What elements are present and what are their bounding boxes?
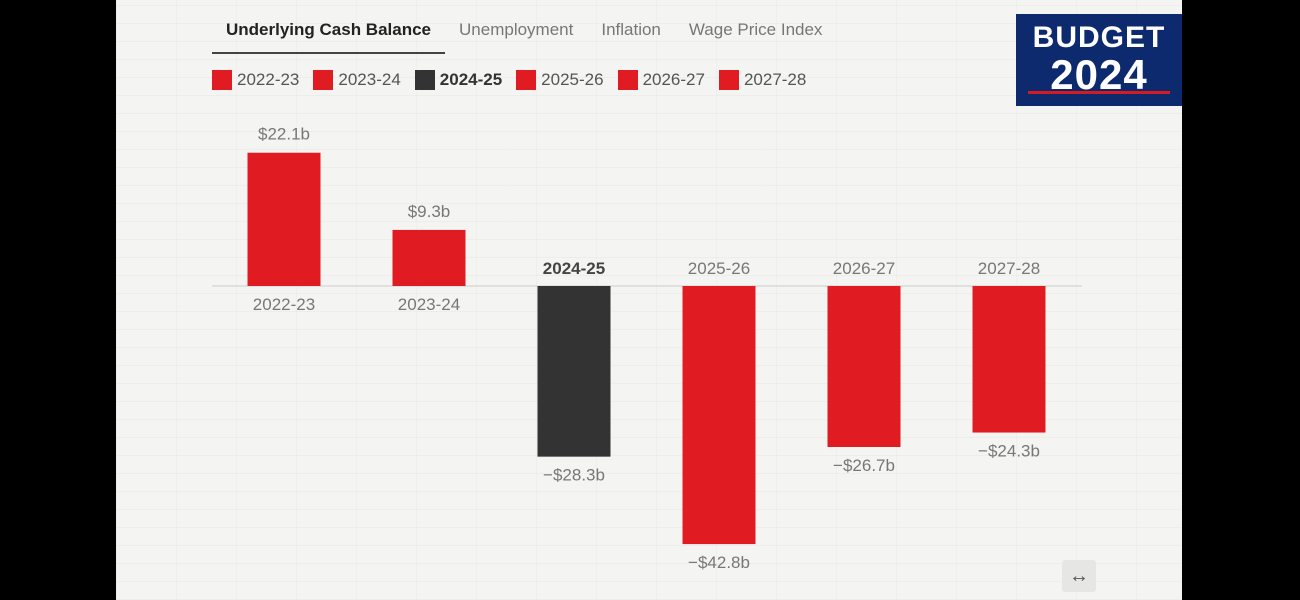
value-label: −$24.3b: [978, 442, 1040, 461]
logo-line-2: 2024: [1050, 51, 1148, 98]
bar-2023-24: [392, 229, 466, 286]
tab-inflation[interactable]: Inflation: [601, 20, 661, 39]
category-label: 2025-26: [688, 259, 750, 278]
legend-label: 2023-24: [338, 70, 401, 89]
chart-legend: 2022-23 2023-24 2024-25 2025-26 2026-27 2027-…: [212, 70, 806, 90]
legend-label: 2027-28: [743, 70, 807, 89]
legend-label: 2022-23: [237, 70, 300, 89]
value-label: −$26.7b: [833, 456, 895, 475]
budget-2024-logo: BUDGET 2024: [1016, 14, 1182, 106]
category-label: 2023-24: [398, 295, 460, 314]
legend-swatch: [212, 70, 232, 90]
legend-item-2027-28[interactable]: 2027-28: [718, 70, 807, 90]
bar-2025-26: [682, 286, 756, 545]
legend-label: 2024-25: [439, 70, 503, 89]
legend-item-2023-24[interactable]: 2023-24: [313, 70, 401, 90]
tab-underlying-cash-balance[interactable]: Underlying Cash Balance: [212, 14, 446, 54]
chart-panel: Underlying Cash Balance Unemployment Inf…: [116, 0, 1182, 600]
legend-swatch: [718, 70, 739, 90]
bar-2022-23: [247, 152, 321, 286]
legend-swatch: [516, 70, 537, 90]
legend-swatch: [313, 70, 334, 90]
legend-label: 2025-26: [541, 70, 604, 89]
tab-wage-price-index[interactable]: Wage Price Index: [688, 20, 823, 39]
legend-item-2024-25[interactable]: 2024-25: [414, 70, 503, 90]
bar-2026-27: [827, 286, 901, 448]
bar-2024-25: [537, 286, 611, 457]
horizontal-arrows-icon[interactable]: ↔: [1062, 560, 1096, 592]
value-label: $22.1b: [258, 125, 310, 144]
value-label: $9.3b: [408, 202, 451, 221]
legend-swatch: [414, 70, 435, 90]
bar-2027-28: [972, 286, 1046, 433]
logo-stripe: [1028, 91, 1170, 94]
category-label: 2022-23: [253, 295, 315, 314]
value-label: −$42.8b: [688, 553, 750, 572]
category-label: 2024-25: [543, 259, 605, 278]
tab-unemployment[interactable]: Unemployment: [459, 20, 574, 39]
legend-swatch: [617, 70, 638, 90]
logo-line-1: BUDGET: [1032, 21, 1166, 54]
legend-item-2026-27[interactable]: 2026-27: [617, 70, 705, 90]
category-label: 2027-28: [978, 259, 1040, 278]
tab-bar: Underlying Cash Balance Unemployment Inf…: [212, 14, 836, 54]
value-label: −$28.3b: [543, 466, 605, 485]
legend-item-2022-23[interactable]: 2022-23: [212, 70, 299, 90]
category-label: 2026-27: [833, 259, 895, 278]
legend-item-2025-26[interactable]: 2025-26: [516, 70, 604, 90]
legend-label: 2026-27: [642, 70, 705, 89]
bar-chart: 2022-23 $22.1b 2023-24 $9.3b 2024-25 −$28.3b 2…: [212, 125, 1082, 572]
